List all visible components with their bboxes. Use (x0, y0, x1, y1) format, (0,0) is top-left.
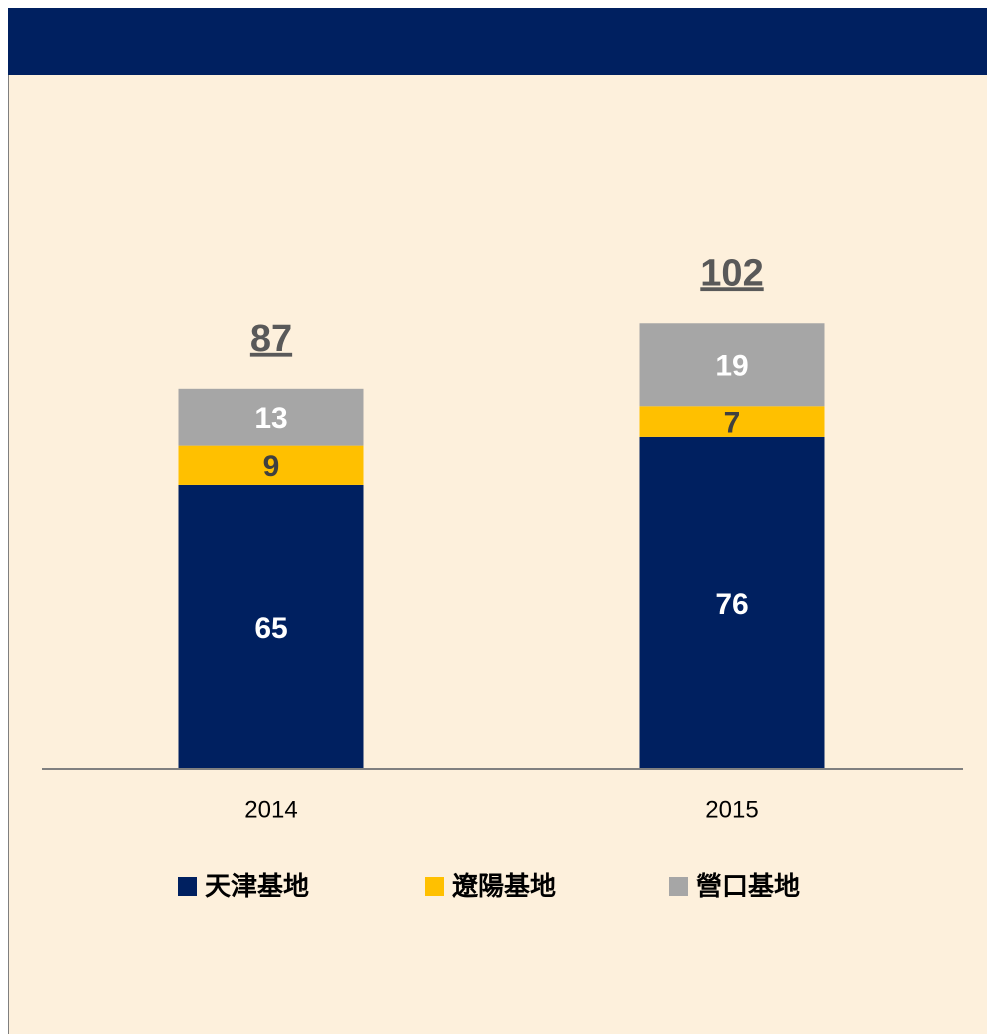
bar-segment (639, 323, 825, 407)
total-label: 102 (700, 252, 763, 294)
x-tick-label: 2014 (244, 796, 297, 823)
x-tick-label: 2015 (705, 796, 758, 823)
data-label: 19 (715, 350, 748, 383)
legend-swatch (669, 877, 688, 896)
bar-segment (178, 388, 364, 446)
data-label: 13 (254, 402, 287, 435)
header-band (8, 8, 987, 75)
data-label: 76 (715, 588, 748, 621)
bar-segment (178, 445, 364, 485)
legend-label: 天津基地 (205, 871, 309, 901)
legend-swatch (425, 877, 444, 896)
bar-segment (639, 436, 825, 769)
data-label: 7 (724, 407, 741, 440)
total-label: 87 (250, 318, 292, 360)
legend-swatch (178, 877, 197, 896)
plot: 65 9 13 87 2014 76 7 19 102 2015 天津基地 遼陽基地 營口基地 (178, 252, 825, 901)
bar-segment (178, 484, 364, 769)
bar-segment (639, 406, 825, 437)
legend-label: 營口基地 (696, 871, 800, 901)
legend-label: 遼陽基地 (452, 871, 556, 901)
data-label: 65 (254, 612, 287, 645)
data-label: 9 (263, 450, 280, 483)
